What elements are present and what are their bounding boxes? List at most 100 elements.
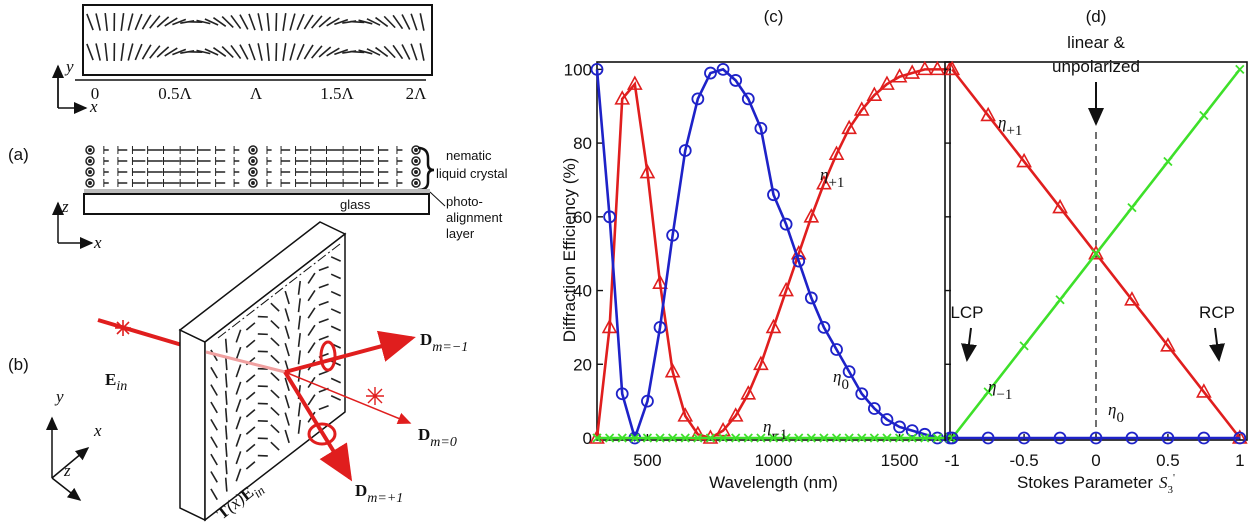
- molecule: [375, 16, 389, 28]
- molecule-end: [411, 178, 421, 188]
- marker: [779, 217, 793, 231]
- molecule: [120, 13, 125, 31]
- incident-beam: [97, 318, 183, 347]
- molecule: [270, 389, 280, 399]
- marker: [1125, 431, 1139, 445]
- note: unpolarized: [1052, 57, 1140, 76]
- y-tick-label: 60: [573, 208, 592, 227]
- axis-label: z: [61, 197, 69, 216]
- panel-label: (b): [8, 355, 29, 374]
- molecule: [245, 391, 256, 401]
- molecule: [318, 405, 329, 411]
- sub: +1: [1006, 123, 1022, 139]
- molecule-end: [248, 178, 258, 188]
- marker: [767, 188, 780, 202]
- marker: [983, 387, 993, 397]
- molecule: [245, 322, 256, 331]
- molecule-end: [85, 178, 95, 188]
- molecule: [419, 43, 425, 61]
- y-tick-label: 20: [573, 355, 592, 374]
- note: RCP: [1199, 303, 1235, 322]
- molecule: [270, 441, 280, 451]
- marker: [853, 101, 870, 116]
- marker: [731, 433, 741, 443]
- marker: [693, 433, 703, 443]
- molecule: [164, 47, 178, 57]
- note-arrow: [1209, 327, 1225, 362]
- marker: [716, 62, 730, 76]
- molecule: [330, 377, 341, 384]
- molecule: [235, 398, 242, 413]
- molecule: [134, 43, 143, 61]
- marker: [718, 433, 728, 443]
- molecule: [210, 471, 218, 483]
- marker: [743, 433, 753, 443]
- marker: [882, 433, 892, 443]
- molecule: [410, 43, 418, 61]
- glass: [83, 193, 430, 215]
- molecule: [303, 14, 314, 30]
- molecule-end: [88, 181, 92, 185]
- molecule: [134, 13, 143, 31]
- lc-cross-section: [85, 145, 421, 188]
- axis-label: x: [93, 233, 102, 252]
- marker: [855, 387, 869, 401]
- sym: D: [355, 481, 367, 500]
- sym: η: [988, 377, 996, 396]
- molecule-end: [251, 170, 255, 174]
- marker: [842, 365, 856, 379]
- molecule: [172, 48, 187, 56]
- molecule: [235, 451, 242, 465]
- molecule: [297, 419, 302, 434]
- marker: [604, 433, 615, 443]
- molecule: [284, 308, 290, 322]
- diagram: 0 0.5Λ Λ 1.5Λ 2Λ y x (a) nematic liquid …: [8, 4, 508, 523]
- chart: (d) -1 -0.5 0 0.5 1 Stokes Parameter S3' linear …: [944, 7, 1248, 496]
- marker: [944, 60, 961, 76]
- molecule: [245, 409, 256, 418]
- marker: [981, 431, 995, 445]
- marker: [1053, 431, 1067, 445]
- sym: η: [763, 417, 771, 436]
- molecule: [270, 319, 280, 330]
- dash-dot-line: [217, 243, 341, 339]
- photo-alignment-layer: [84, 189, 430, 194]
- leader-line: [429, 191, 446, 207]
- molecule: [156, 46, 170, 58]
- molecule-end: [88, 159, 92, 163]
- marker: [932, 433, 943, 443]
- marker: [794, 433, 804, 443]
- molecule-end: [248, 156, 258, 166]
- lc-label: nematic: [446, 148, 492, 163]
- molecule: [270, 354, 280, 364]
- sub: 0: [841, 377, 849, 393]
- marker: [655, 433, 665, 443]
- series-line: [595, 67, 950, 443]
- molecule: [270, 424, 280, 434]
- sub: −1: [771, 427, 787, 443]
- molecule: [383, 45, 396, 59]
- marker: [1233, 431, 1247, 445]
- molecule: [330, 325, 341, 332]
- marker: [590, 62, 604, 76]
- molecule: [235, 364, 242, 378]
- molecule: [224, 460, 228, 475]
- y-tick-label: 0: [583, 429, 592, 448]
- note: LCP: [950, 303, 983, 322]
- molecule: [296, 13, 305, 31]
- marker: [680, 433, 690, 443]
- molecule-end: [88, 170, 92, 174]
- marker: [639, 163, 656, 179]
- molecule: [318, 46, 332, 58]
- molecule: [270, 302, 280, 312]
- x-tick-label: 1000: [755, 451, 793, 470]
- polarization-ellipse: [307, 422, 337, 446]
- sym: η: [998, 113, 1006, 132]
- molecule: [221, 45, 234, 59]
- molecule: [303, 44, 314, 60]
- sub: 3: [1168, 484, 1174, 496]
- molecule: [284, 412, 290, 426]
- marker: [879, 75, 895, 90]
